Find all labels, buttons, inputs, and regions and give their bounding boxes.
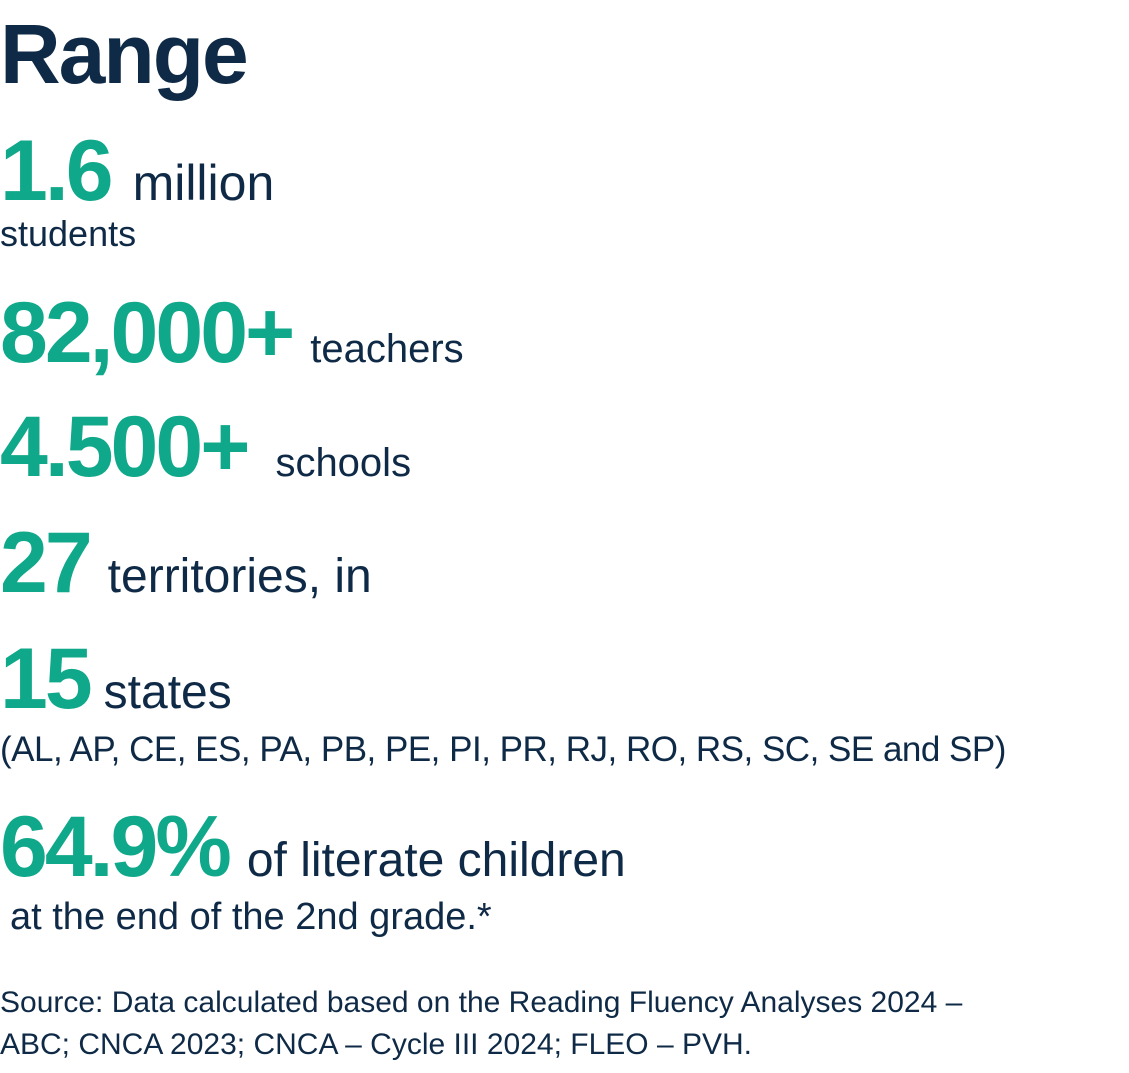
stat-label: schools bbox=[275, 441, 412, 485]
page-title: Range bbox=[0, 7, 249, 101]
stat-sub: (AL, AP, CE, ES, PA, PB, PE, PI, PR, RJ,… bbox=[0, 730, 1006, 769]
stat-states: 15 states bbox=[0, 636, 232, 722]
stat-literacy: 64.9% of literate children bbox=[0, 804, 626, 890]
stat-value: 15 bbox=[0, 631, 93, 727]
stat-students: 1.6 million bbox=[0, 128, 274, 214]
stat-value: 27 bbox=[0, 515, 93, 611]
stat-label: teachers bbox=[310, 327, 464, 371]
stat-territories: 27 territories, in bbox=[0, 520, 372, 606]
stat-value: 4.500+ bbox=[0, 399, 250, 495]
stat-label: million bbox=[132, 155, 275, 211]
source-line-2: ABC; CNCA 2023; CNCA – Cycle III 2024; F… bbox=[0, 1028, 752, 1061]
stat-label: of literate children bbox=[246, 834, 626, 887]
source-line-1: Source: Data calculated based on the Rea… bbox=[0, 986, 963, 1019]
stat-label: states bbox=[103, 666, 232, 719]
stat-label: territories, in bbox=[107, 550, 372, 603]
stat-teachers: 82,000+ teachers bbox=[0, 290, 464, 376]
stat-sub: at the end of the 2nd grade.* bbox=[10, 896, 492, 938]
stat-value: 64.9% bbox=[0, 799, 232, 895]
stat-value: 1.6 bbox=[0, 123, 114, 219]
source-note: Source: Data calculated based on the Rea… bbox=[0, 982, 1120, 1066]
stat-schools: 4.500+ schools bbox=[0, 404, 411, 490]
stat-sub: students bbox=[0, 213, 137, 254]
stat-value: 82,000+ bbox=[0, 285, 295, 381]
